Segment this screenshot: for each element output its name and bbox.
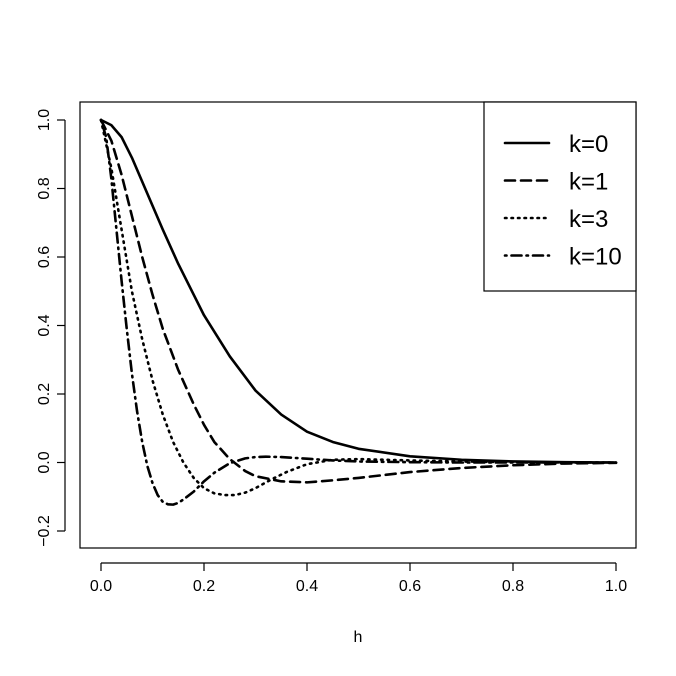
series-line-3 (99, 118, 618, 497)
x-tick-label: 0.0 (90, 578, 112, 595)
plot-frame (79, 101, 637, 549)
y-axis: −0.2 0.0 0.2 0.4 0.6 0.8 1.0 (36, 109, 66, 547)
legend-label: k=3 (569, 206, 608, 233)
legend-label: k=0 (569, 131, 608, 158)
x-tick-label: 0.2 (193, 578, 215, 595)
x-tick-label: 1.0 (605, 578, 627, 595)
legend: k=0 k=1 k=3 k=10 (483, 101, 637, 292)
y-tick-label: −0.2 (36, 515, 53, 547)
y-tick-label: 0.2 (36, 383, 53, 405)
legend-label: k=1 (569, 169, 608, 196)
series-line-4 (99, 118, 618, 506)
x-tick-label: 0.6 (399, 578, 421, 595)
y-tick-label: 0.6 (36, 246, 53, 268)
legend-box (483, 101, 637, 292)
series-layer (99, 118, 618, 506)
y-tick-label: 1.0 (36, 109, 53, 131)
y-tick-label: 0.8 (36, 177, 53, 199)
legend-label: k=10 (569, 244, 622, 271)
series-line-1 (99, 118, 618, 464)
x-axis-title: h (354, 629, 363, 646)
x-tick-label: 0.8 (502, 578, 524, 595)
y-tick-label: 0.0 (36, 451, 53, 473)
x-tick-label: 0.4 (296, 578, 318, 595)
x-axis: 0.0 0.2 0.4 0.6 0.8 1.0 (90, 562, 627, 595)
y-tick-label: 0.4 (36, 314, 53, 336)
series-line-2 (99, 118, 618, 484)
